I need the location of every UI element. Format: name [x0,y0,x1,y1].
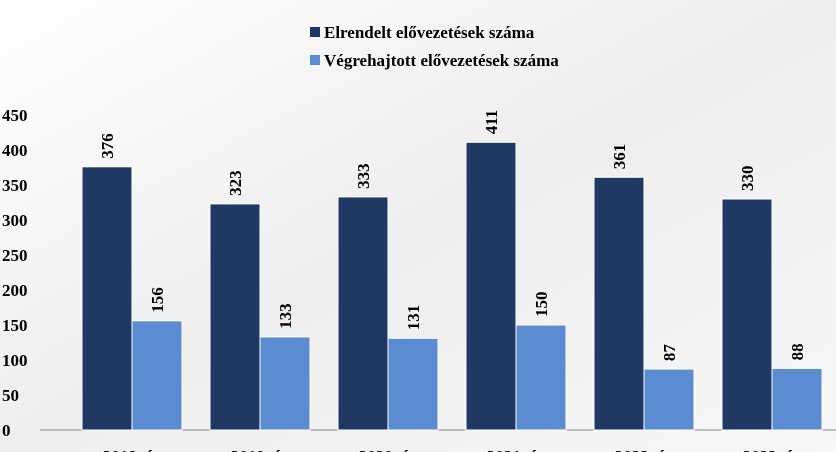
x-tick-label: 2022. év [615,447,674,452]
legend-label: Végrehajtott elővezetések száma [324,51,559,70]
bar [388,338,438,430]
x-tick-label: 2018. év [103,447,162,452]
value-label: 411 [482,110,501,135]
bar [644,369,694,430]
bar [722,199,772,430]
y-tick-label: 150 [2,316,28,335]
legend-swatch [310,27,320,37]
bar [82,167,132,430]
bar [772,368,822,430]
value-label: 150 [532,292,551,318]
bar [466,142,516,430]
x-tick-label: 2020. év [359,447,418,452]
bar [516,325,566,430]
value-label: 330 [738,166,757,192]
value-label: 131 [404,305,423,331]
chart: Elrendelt elővezetések száma Végrehajtott… [0,0,836,452]
value-label: 156 [148,287,167,313]
bar [132,321,182,430]
y-tick-label: 450 [2,106,28,125]
bar [210,204,260,430]
x-tick-label: 2023. év [743,447,802,452]
value-label: 323 [226,170,245,196]
value-label: 88 [788,343,807,360]
value-label: 376 [98,133,117,159]
value-label: 361 [610,144,629,170]
y-tick-label: 300 [2,211,28,230]
y-tick-label: 50 [2,386,19,405]
bar [594,177,644,430]
value-label: 333 [354,163,373,189]
bar [260,337,310,430]
value-label: 133 [276,303,295,329]
x-tick-label: 2021. év [487,447,546,452]
y-tick-label: 200 [2,281,28,300]
legend-label: Elrendelt elővezetések száma [324,23,535,42]
y-tick-label: 0 [2,421,11,440]
y-tick-label: 400 [2,141,28,160]
y-tick-label: 350 [2,176,28,195]
y-tick-label: 100 [2,351,28,370]
bar [338,197,388,430]
x-tick-label: 2019. év [231,447,290,452]
page: {"chart_data": {"type": "bar", "categori… [0,0,836,452]
y-tick-label: 250 [2,246,28,265]
value-label: 87 [660,344,679,362]
legend-swatch [310,55,320,65]
